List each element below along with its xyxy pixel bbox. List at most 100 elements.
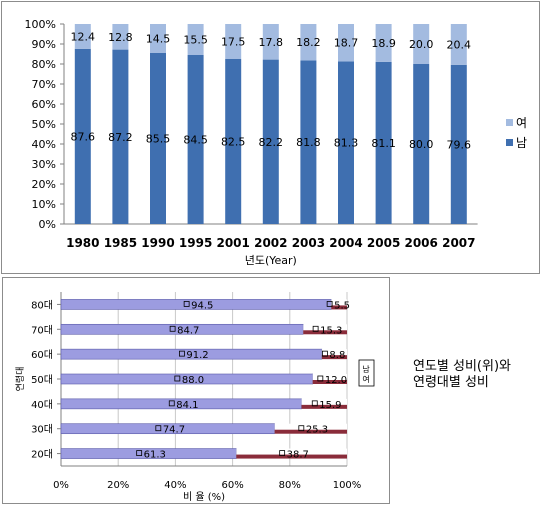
data-label-female: 12.8 bbox=[108, 31, 133, 44]
bar-male bbox=[338, 61, 354, 225]
bar-female-highlight bbox=[321, 349, 347, 360]
data-label-female: 8.8 bbox=[329, 350, 345, 361]
bar-female bbox=[300, 24, 317, 61]
bar-male bbox=[300, 60, 317, 225]
bar-male bbox=[112, 49, 129, 224]
x-tick-label: 40% bbox=[164, 480, 186, 491]
y-axis-title: 연령대 bbox=[14, 367, 26, 392]
bar-female bbox=[331, 305, 347, 310]
data-label-female: 18.7 bbox=[334, 37, 359, 50]
y-tick-label: 70% bbox=[32, 78, 56, 91]
y-tick-label: 10% bbox=[32, 198, 56, 211]
bar-female-highlight bbox=[312, 374, 347, 384]
year-sex-ratio-chart: 0% 10% 20% 30% 40% 50% 60% 70% 80% 90% 100% 87.6 12.… bbox=[1, 1, 540, 274]
data-label-male: 81.8 bbox=[296, 136, 321, 149]
data-label-female: 38.7 bbox=[287, 450, 309, 461]
data-label-female: 18.2 bbox=[296, 36, 321, 49]
x-tick-label: 1995 bbox=[179, 236, 212, 250]
legend-label-female: 여 bbox=[516, 116, 527, 130]
bar-male bbox=[262, 59, 279, 224]
bar-female bbox=[413, 24, 430, 64]
data-label-marker-male bbox=[179, 350, 185, 357]
bar-male bbox=[413, 64, 430, 224]
age-sex-ratio-chart: 0% 20% 40% 60% 80% 100% 20대 61.3 38.7 30대 74.7 25.3… bbox=[2, 277, 390, 504]
y-tick-label: 30대 bbox=[31, 424, 53, 436]
data-label-marker-female bbox=[279, 450, 286, 456]
bar-female bbox=[187, 24, 204, 55]
data-label-female: 20.0 bbox=[409, 38, 434, 51]
bar-female bbox=[450, 24, 467, 65]
data-label-female: 15.5 bbox=[183, 34, 208, 47]
bar-male bbox=[225, 59, 242, 224]
data-label-marker-male bbox=[174, 375, 181, 382]
y-tick-label: 60대 bbox=[31, 349, 53, 361]
x-tick-label: 100% bbox=[333, 480, 362, 491]
bar-female bbox=[262, 24, 279, 60]
bar-female bbox=[150, 24, 166, 53]
bar-female-highlight bbox=[236, 448, 347, 459]
x-tick-label: 2005 bbox=[367, 236, 400, 250]
x-tick-label: 2001 bbox=[216, 236, 249, 250]
data-label-marker-male bbox=[155, 425, 162, 432]
data-label-female: 5.5 bbox=[334, 300, 350, 311]
data-label-marker-female bbox=[317, 375, 324, 382]
y-tick-label: 20% bbox=[32, 178, 56, 191]
bar-female bbox=[321, 355, 347, 360]
y-tick-label: 20대 bbox=[31, 449, 53, 461]
data-label-marker-male bbox=[169, 325, 176, 332]
y-tick-label: 30% bbox=[32, 158, 56, 171]
data-label-female: 20.4 bbox=[447, 38, 472, 51]
y-tick-label: 80% bbox=[32, 58, 56, 71]
y-tick-label: 0% bbox=[39, 218, 56, 231]
x-axis-title: 비 율 (%) bbox=[183, 491, 225, 503]
data-label-marker-male bbox=[168, 400, 175, 407]
data-label-marker-male bbox=[183, 301, 190, 307]
data-label-marker-female bbox=[312, 325, 319, 332]
data-label-female: 17.8 bbox=[259, 36, 284, 49]
data-label-marker-male bbox=[136, 450, 143, 456]
legend-label-male: 남 bbox=[516, 136, 527, 150]
data-label-male: 81.3 bbox=[334, 137, 359, 150]
data-label-female: 15.3 bbox=[320, 325, 342, 336]
x-tick-label: 2003 bbox=[292, 236, 325, 250]
data-label-female: 25.3 bbox=[306, 425, 328, 436]
figure-caption: 연도별 성비(위)와 연령대별 성비 bbox=[413, 359, 533, 391]
data-label-female: 14.5 bbox=[146, 33, 171, 46]
data-label-female: 15.9 bbox=[319, 400, 341, 411]
x-tick-label: 20% bbox=[107, 480, 129, 491]
x-tick-label: 2007 bbox=[442, 236, 475, 250]
bar-female-highlight bbox=[303, 324, 347, 335]
data-label-male: 61.3 bbox=[144, 450, 166, 461]
bar-female bbox=[74, 24, 91, 49]
data-label-marker-female bbox=[311, 400, 318, 407]
bar-female bbox=[301, 404, 347, 409]
y-tick-label: 80대 bbox=[31, 299, 53, 311]
data-label-male: 88.0 bbox=[182, 375, 204, 386]
bar-female bbox=[236, 454, 347, 459]
bar-female-highlight bbox=[301, 398, 347, 409]
bar-male bbox=[150, 53, 166, 224]
x-tick-label: 0% bbox=[53, 480, 69, 491]
data-label-male: 94.5 bbox=[191, 300, 213, 311]
bar-female-highlight bbox=[274, 423, 347, 434]
bar-female bbox=[112, 24, 129, 50]
x-tick-label: 1985 bbox=[104, 236, 137, 250]
y-tick-label: 40% bbox=[32, 138, 56, 151]
data-label-female: 12.4 bbox=[71, 30, 96, 43]
y-tick-label: 100% bbox=[25, 18, 56, 31]
data-label-marker-female bbox=[298, 425, 305, 432]
legend-label-female: 여 bbox=[362, 374, 369, 384]
caption-line-1: 연도별 성비(위)와 bbox=[413, 359, 511, 374]
x-tick-label: 1980 bbox=[66, 236, 99, 250]
y-tick-label: 40대 bbox=[31, 399, 53, 411]
legend-box bbox=[358, 359, 375, 387]
data-label-male: 80.0 bbox=[409, 138, 434, 151]
bar-female bbox=[338, 24, 354, 62]
x-tick-label: 80% bbox=[279, 480, 301, 491]
x-tick-label: 2002 bbox=[254, 236, 287, 250]
y-tick-label: 70대 bbox=[31, 324, 53, 336]
data-label-male: 82.2 bbox=[259, 136, 284, 149]
bar-male bbox=[375, 61, 392, 224]
bar-male bbox=[74, 48, 91, 224]
bar-female bbox=[312, 380, 347, 384]
